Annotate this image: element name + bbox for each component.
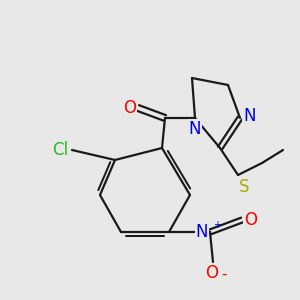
- Text: N: N: [243, 107, 256, 125]
- Text: -: -: [221, 267, 226, 282]
- Text: Cl: Cl: [52, 141, 68, 159]
- Text: O: O: [123, 99, 136, 117]
- Text: +: +: [213, 220, 221, 230]
- Text: S: S: [239, 178, 250, 196]
- Text: O: O: [206, 264, 218, 282]
- Text: O: O: [244, 211, 257, 229]
- Text: N: N: [189, 120, 201, 138]
- Text: N: N: [196, 223, 208, 241]
